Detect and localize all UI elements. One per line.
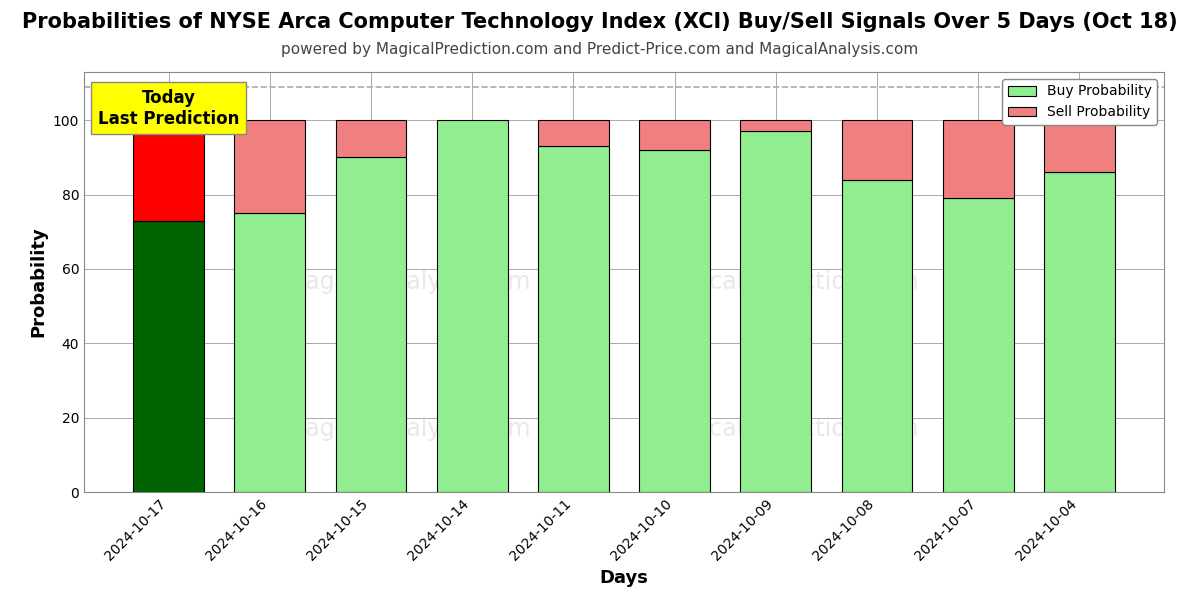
Bar (841, 180, 912, 492)
Bar (740, 121, 811, 131)
Bar (336, 157, 407, 492)
Bar (234, 121, 305, 213)
Text: MagicalPrediction.com: MagicalPrediction.com (653, 270, 919, 294)
Bar (943, 121, 1014, 199)
Bar (640, 121, 710, 150)
Bar (943, 199, 1014, 492)
Text: Probabilities of NYSE Arca Computer Technology Index (XCI) Buy/Sell Signals Over: Probabilities of NYSE Arca Computer Tech… (22, 12, 1178, 32)
X-axis label: Days: Days (600, 569, 648, 587)
Text: MagicalPrediction.com: MagicalPrediction.com (653, 417, 919, 441)
Bar (1044, 172, 1115, 492)
Bar (1044, 121, 1115, 172)
Bar (133, 121, 204, 221)
Bar (740, 131, 811, 492)
Bar (538, 121, 608, 146)
Bar (538, 146, 608, 492)
Bar (336, 121, 407, 157)
Text: powered by MagicalPrediction.com and Predict-Price.com and MagicalAnalysis.com: powered by MagicalPrediction.com and Pre… (281, 42, 919, 57)
Text: Today
Last Prediction: Today Last Prediction (98, 89, 239, 128)
Text: MagicalAnalysis.com: MagicalAnalysis.com (286, 270, 530, 294)
Bar (133, 221, 204, 492)
Bar (437, 121, 508, 492)
Bar (234, 213, 305, 492)
Y-axis label: Probability: Probability (29, 227, 47, 337)
Bar (841, 121, 912, 180)
Bar (640, 150, 710, 492)
Text: MagicalAnalysis.com: MagicalAnalysis.com (286, 417, 530, 441)
Legend: Buy Probability, Sell Probability: Buy Probability, Sell Probability (1002, 79, 1157, 125)
